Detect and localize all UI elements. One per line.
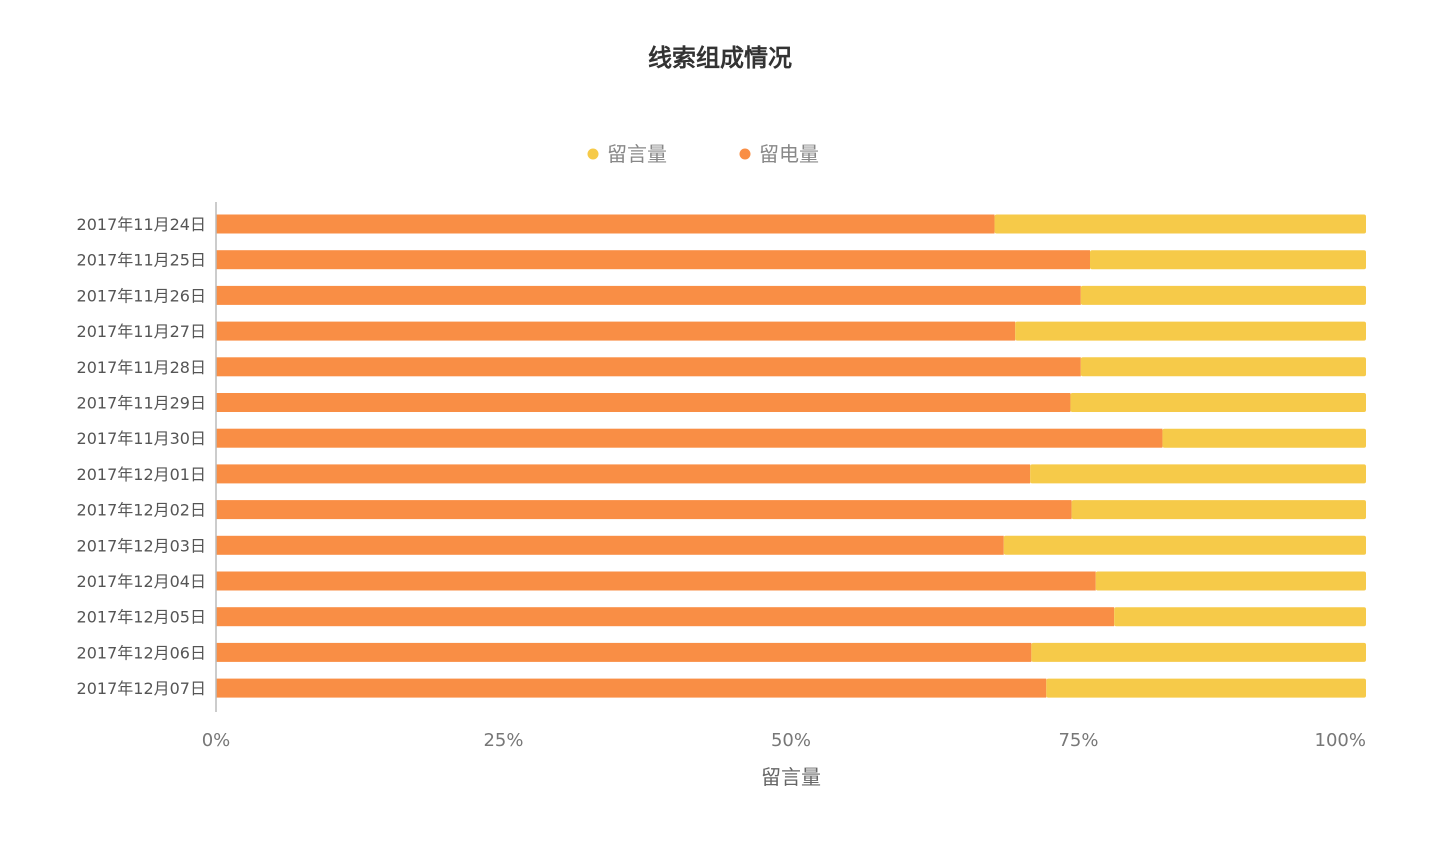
legend: 留言量 留电量 (587, 142, 820, 166)
bar-segment-liuyan[interactable] (1003, 535, 1366, 555)
bar-segment-liudian[interactable] (216, 535, 1004, 555)
legend-swatch-liudian (739, 148, 751, 160)
bar-segment-liudian[interactable] (216, 428, 1163, 448)
legend-item-liuyan[interactable]: 留言量 (587, 142, 668, 166)
bar-segment-liuyan[interactable] (994, 214, 1366, 234)
x-tick-label: 0% (202, 730, 231, 751)
bar-segment-liudian[interactable] (216, 321, 1016, 341)
x-tick-label: 75% (1058, 730, 1098, 751)
category-label: 2017年12月07日 (77, 679, 206, 698)
bar-segment-liudian[interactable] (216, 250, 1090, 270)
category-label: 2017年12月05日 (77, 608, 206, 627)
category-label: 2017年11月26日 (77, 286, 206, 305)
bar-segment-liuyan[interactable] (1070, 393, 1366, 412)
bar-segment-liuyan[interactable] (1090, 250, 1366, 270)
category-label: 2017年11月28日 (77, 358, 206, 377)
category-label: 2017年11月24日 (77, 215, 206, 234)
category-label: 2017年12月04日 (77, 572, 206, 591)
bar-segment-liudian[interactable] (216, 393, 1071, 412)
bar-segment-liudian[interactable] (216, 500, 1072, 520)
bar-segment-liuyan[interactable] (1015, 321, 1366, 341)
bar-segment-liudian[interactable] (216, 571, 1096, 591)
category-label: 2017年11月27日 (77, 322, 206, 341)
category-label: 2017年11月30日 (77, 429, 206, 448)
x-tick-label: 25% (483, 730, 523, 751)
category-label: 2017年12月02日 (77, 501, 206, 520)
bar-segment-liudian[interactable] (216, 357, 1081, 377)
value-axis-tick-labels: 0% 25% 50% 75% 100% (202, 730, 1366, 751)
bar-segment-liuyan[interactable] (1080, 357, 1366, 377)
category-label: 2017年12月03日 (77, 536, 206, 555)
legend-label-liudian: 留电量 (759, 142, 819, 166)
bar-segment-liudian[interactable] (216, 678, 1047, 698)
legend-label-liuyan: 留言量 (607, 142, 667, 166)
category-axis-labels: 2017年11月24日 2017年11月25日 2017年11月26日 2017年11… (77, 215, 206, 698)
x-tick-label: 100% (1315, 730, 1366, 751)
bar-segment-liudian[interactable] (216, 214, 995, 234)
category-label: 2017年11月29日 (77, 394, 206, 413)
bar-segment-liudian[interactable] (216, 464, 1031, 484)
x-tick-label: 50% (771, 730, 811, 751)
bar-segment-liudian[interactable] (216, 607, 1115, 627)
bar-segment-liuyan[interactable] (1071, 500, 1366, 520)
category-label: 2017年12月06日 (77, 643, 206, 662)
bar-segment-liuyan[interactable] (1095, 571, 1366, 591)
bar-segment-liuyan[interactable] (1162, 428, 1366, 448)
plot-area (216, 214, 1366, 698)
legend-item-liudian[interactable]: 留电量 (739, 142, 820, 166)
bar-segment-liuyan[interactable] (1046, 678, 1366, 698)
category-label: 2017年12月01日 (77, 465, 206, 484)
category-label: 2017年11月25日 (77, 251, 206, 270)
bar-segment-liudian[interactable] (216, 285, 1081, 305)
chart-title: 线索组成情况 (648, 44, 792, 72)
bar-segment-liuyan[interactable] (1030, 464, 1366, 484)
legend-swatch-liuyan (587, 148, 599, 160)
bar-segment-liuyan[interactable] (1114, 607, 1366, 627)
bar-segment-liudian[interactable] (216, 642, 1032, 662)
bar-segment-liuyan[interactable] (1080, 285, 1366, 305)
x-axis-title: 留言量 (761, 765, 821, 789)
bar-segment-liuyan[interactable] (1031, 642, 1366, 662)
